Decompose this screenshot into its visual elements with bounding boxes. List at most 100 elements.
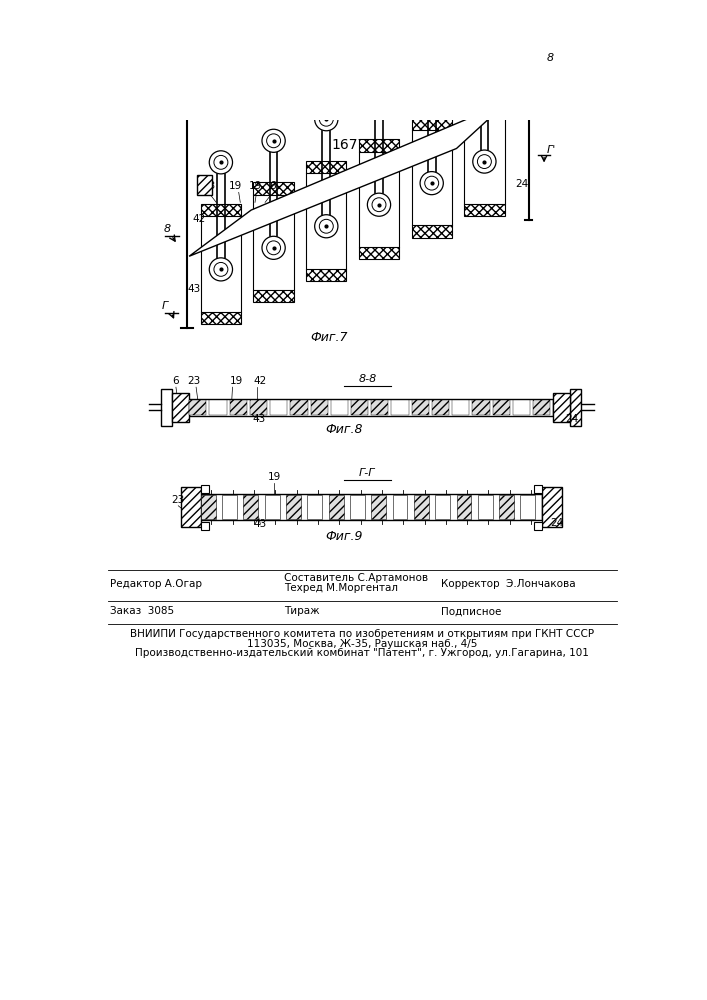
Bar: [243, 495, 258, 519]
Bar: [351, 400, 368, 415]
Bar: [534, 485, 542, 493]
Bar: [534, 522, 542, 530]
Bar: [432, 400, 449, 415]
Circle shape: [372, 198, 386, 212]
Bar: [411, 118, 452, 130]
Text: Фиг.8: Фиг.8: [325, 423, 363, 436]
Circle shape: [368, 193, 391, 216]
Circle shape: [372, 91, 386, 105]
Circle shape: [315, 108, 338, 131]
Bar: [371, 400, 388, 415]
Text: 6: 6: [269, 181, 276, 191]
Bar: [436, 495, 450, 519]
Bar: [331, 400, 348, 415]
Bar: [493, 400, 510, 415]
Bar: [411, 225, 452, 238]
Bar: [308, 495, 322, 519]
Text: Г': Г': [547, 145, 556, 155]
Text: ВНИИПИ Государственного комитета по изобретениям и открытиям при ГКНТ СССР: ВНИИПИ Государственного комитета по изоб…: [130, 629, 594, 639]
Text: 24: 24: [515, 179, 529, 189]
Bar: [411, 400, 429, 415]
Circle shape: [262, 129, 285, 152]
Bar: [222, 495, 237, 519]
Bar: [392, 400, 409, 415]
Bar: [201, 485, 209, 493]
Circle shape: [315, 215, 338, 238]
Bar: [189, 399, 554, 416]
Bar: [201, 495, 216, 519]
Text: Составитель С.Артамонов: Составитель С.Артамонов: [284, 573, 428, 583]
Circle shape: [425, 176, 438, 190]
Text: 6: 6: [173, 376, 180, 386]
Text: 19: 19: [229, 181, 243, 191]
Circle shape: [425, 69, 438, 83]
Bar: [509, 85, 539, 108]
Bar: [250, 400, 267, 415]
Bar: [189, 400, 206, 415]
Circle shape: [473, 43, 496, 66]
Text: 24: 24: [550, 518, 563, 528]
Text: 24: 24: [565, 414, 578, 424]
Text: 42: 42: [192, 214, 206, 224]
Text: Фиг.7: Фиг.7: [310, 331, 347, 344]
Polygon shape: [189, 102, 507, 256]
Circle shape: [214, 262, 228, 276]
Text: 43: 43: [252, 414, 266, 424]
Bar: [359, 139, 399, 152]
Circle shape: [368, 86, 391, 109]
Text: 42: 42: [253, 376, 267, 386]
Circle shape: [477, 48, 491, 61]
Text: Подписное: Подписное: [441, 606, 501, 616]
Bar: [371, 495, 386, 519]
Bar: [230, 400, 247, 415]
Bar: [180, 487, 201, 527]
Text: 8-8: 8-8: [358, 374, 377, 384]
Bar: [350, 495, 365, 519]
Bar: [201, 312, 241, 324]
Bar: [452, 400, 469, 415]
Bar: [291, 400, 308, 415]
Text: 8: 8: [547, 53, 554, 63]
Bar: [472, 400, 490, 415]
Circle shape: [473, 150, 496, 173]
Text: Производственно-издательский комбинат "Патент", г. Ужгород, ул.Гагарина, 101: Производственно-издательский комбинат "П…: [135, 648, 589, 658]
Bar: [554, 393, 571, 422]
Text: 43: 43: [187, 284, 201, 294]
Bar: [310, 400, 328, 415]
Bar: [172, 393, 189, 422]
Bar: [253, 290, 293, 302]
Text: Тираж: Тираж: [284, 606, 320, 616]
Bar: [414, 495, 428, 519]
Text: 1677105: 1677105: [331, 138, 393, 152]
Bar: [201, 204, 241, 216]
Bar: [209, 400, 226, 415]
Bar: [464, 204, 505, 216]
Bar: [457, 495, 472, 519]
Circle shape: [477, 155, 491, 169]
Bar: [201, 522, 209, 530]
Text: 43: 43: [254, 519, 267, 529]
Bar: [264, 495, 279, 519]
Bar: [197, 175, 212, 195]
Text: Техред М.Моргентал: Техред М.Моргентал: [284, 583, 397, 593]
Bar: [161, 389, 172, 426]
Text: 19: 19: [230, 376, 243, 386]
Text: 23: 23: [187, 376, 200, 386]
Circle shape: [320, 112, 333, 126]
Text: Редактор А.Огар: Редактор А.Огар: [110, 579, 202, 589]
Text: Фиг.9: Фиг.9: [325, 530, 363, 543]
Bar: [464, 96, 505, 108]
Circle shape: [209, 151, 233, 174]
Circle shape: [420, 65, 443, 88]
Text: Корректор  Э.Лончакова: Корректор Э.Лончакова: [441, 579, 575, 589]
Text: 19: 19: [268, 472, 281, 482]
Bar: [306, 161, 346, 173]
Bar: [478, 495, 493, 519]
Bar: [359, 247, 399, 259]
Circle shape: [267, 134, 281, 148]
Bar: [306, 269, 346, 281]
Bar: [392, 495, 407, 519]
Circle shape: [267, 241, 281, 255]
Text: Г: Г: [162, 301, 168, 311]
Bar: [520, 495, 535, 519]
